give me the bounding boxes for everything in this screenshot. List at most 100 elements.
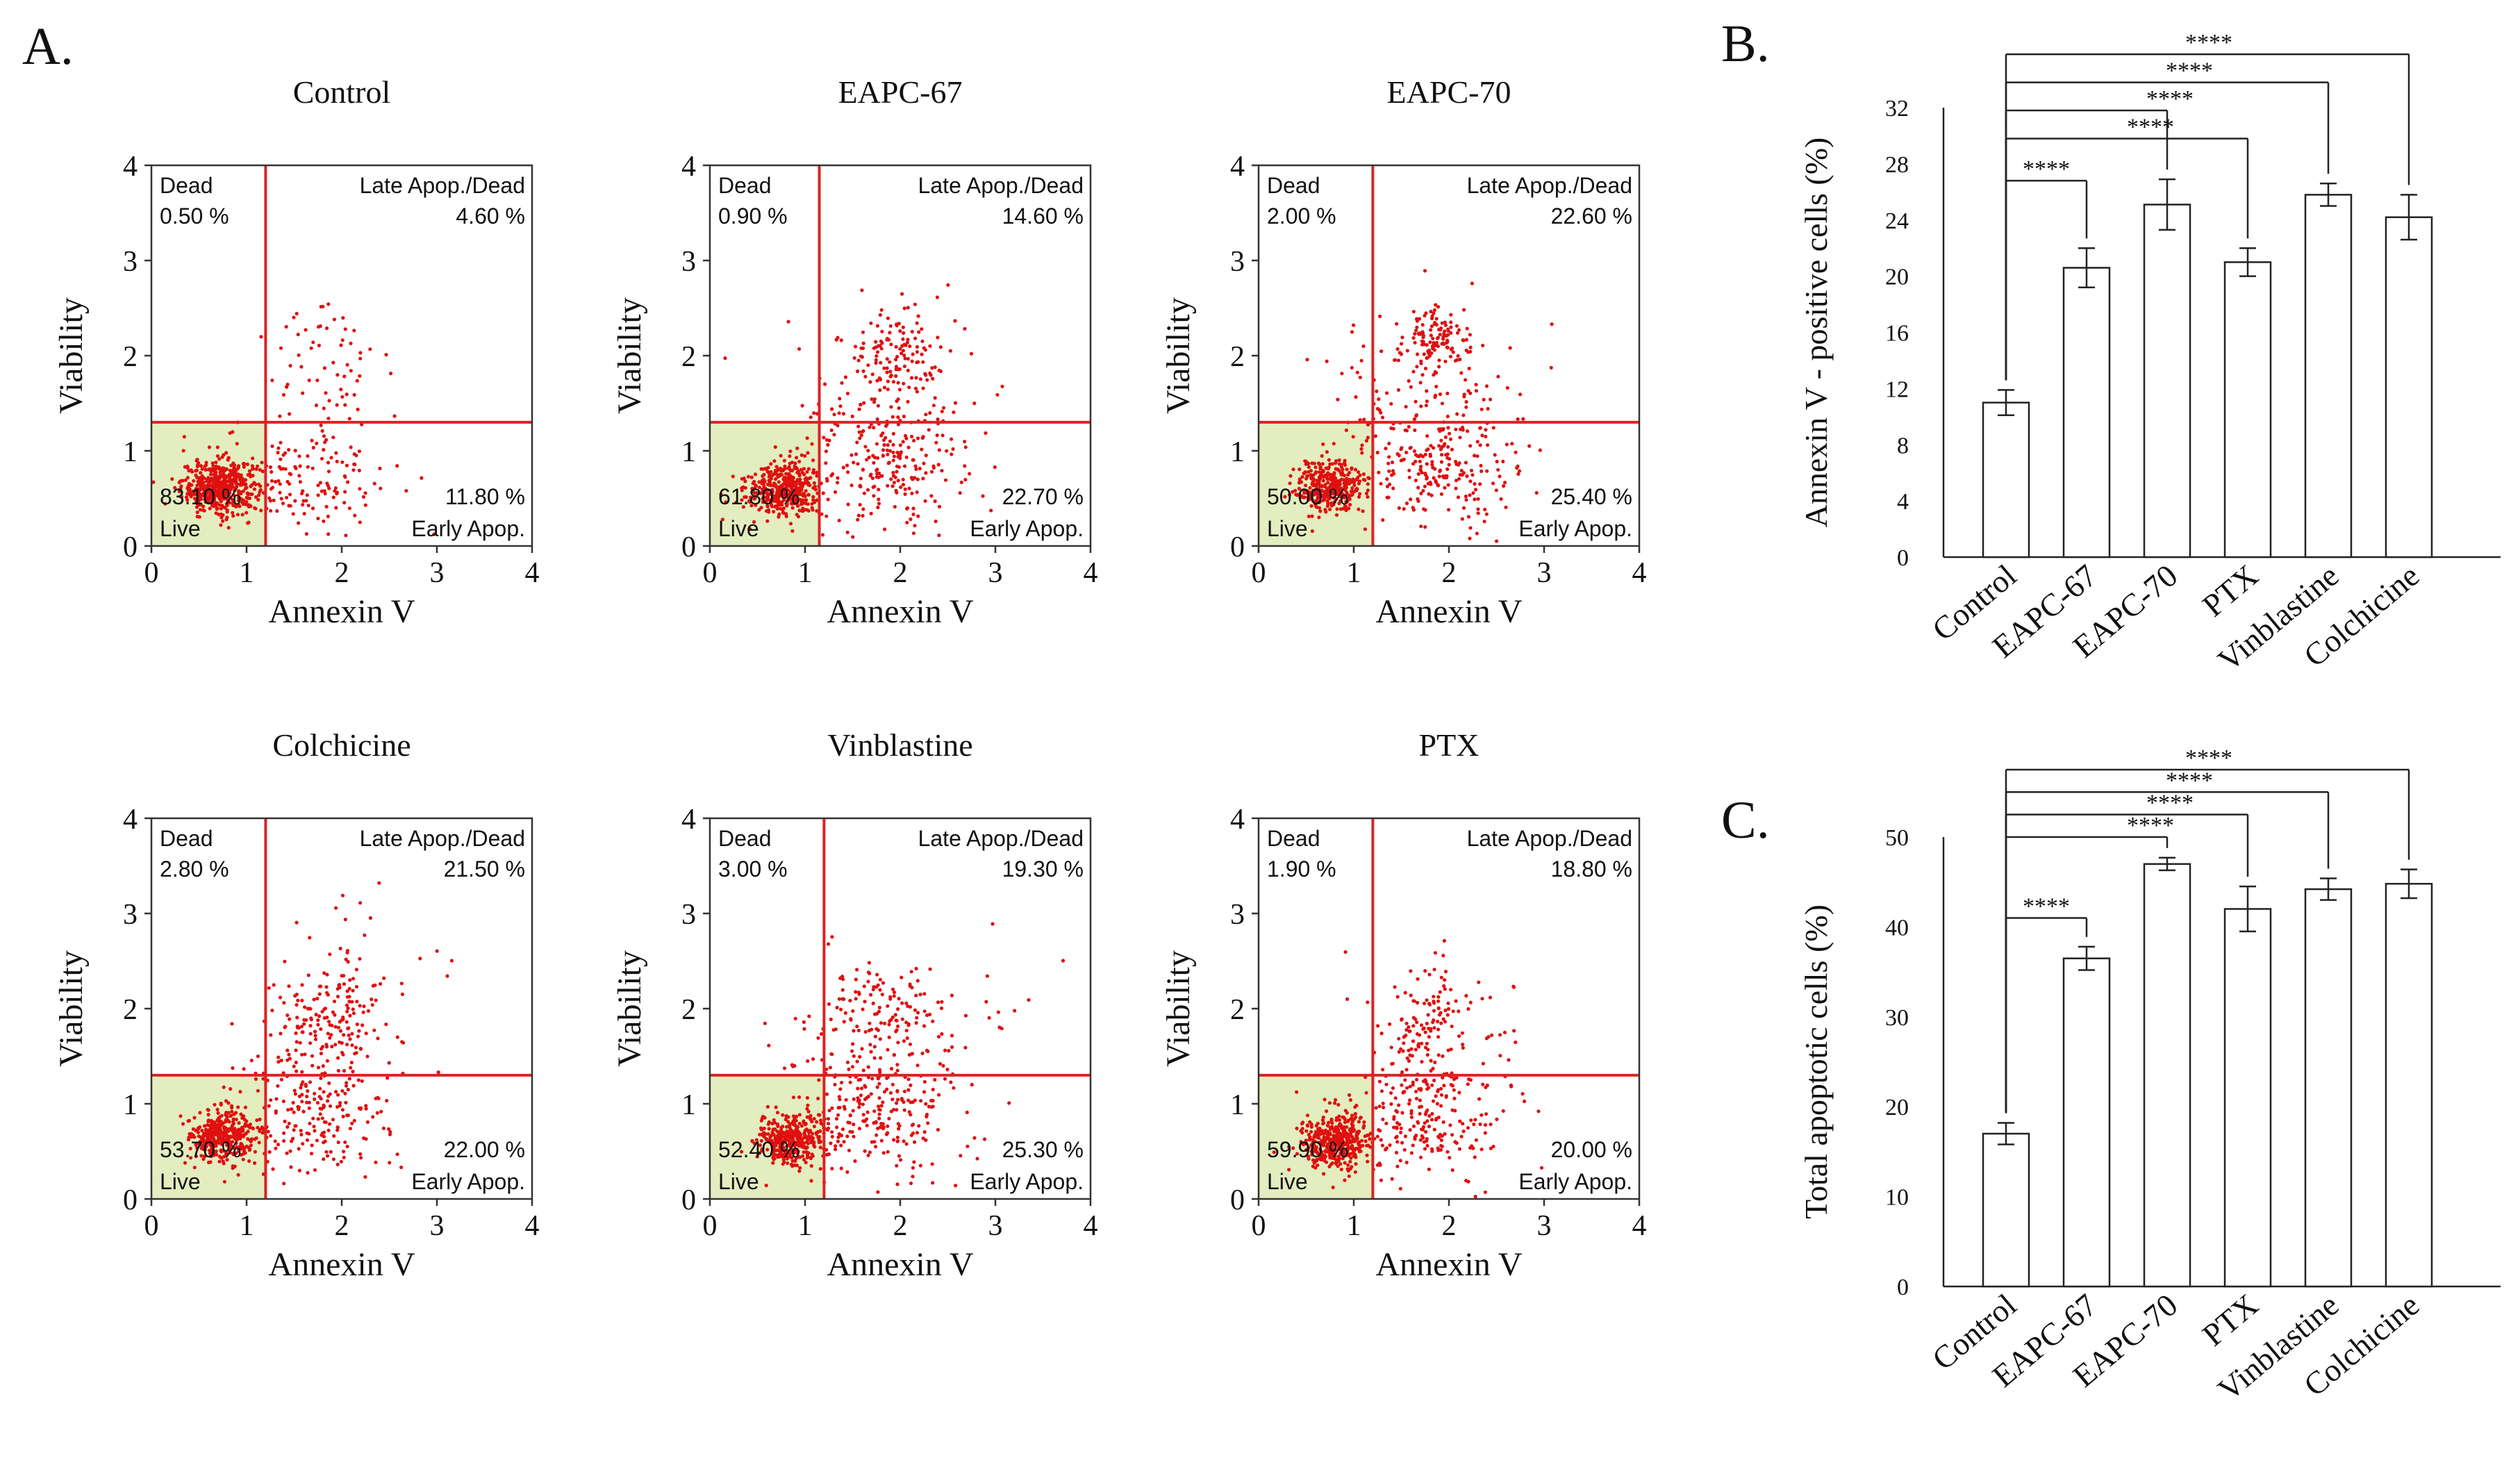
event-dot <box>900 1017 904 1021</box>
event-dot <box>1332 495 1336 500</box>
event-dot <box>231 502 235 506</box>
y-tick-label: 1 <box>1230 436 1245 468</box>
event-dot <box>1407 475 1411 479</box>
event-dot <box>302 1022 306 1026</box>
dead-label: Dead <box>1267 826 1320 851</box>
event-dot <box>983 1137 987 1141</box>
event-dot <box>343 403 347 407</box>
event-dot <box>294 1048 298 1052</box>
event-dot <box>335 995 340 999</box>
event-dot <box>418 957 422 961</box>
event-dot <box>796 1132 800 1136</box>
event-dot <box>237 1149 241 1153</box>
x-tick-label: 1 <box>798 1210 813 1242</box>
event-dot <box>931 1181 935 1185</box>
event-dot <box>1450 1084 1454 1088</box>
event-dot <box>872 425 876 430</box>
event-dot <box>827 1121 831 1126</box>
event-dot <box>1432 1078 1436 1082</box>
event-dot <box>324 438 329 442</box>
event-dot <box>178 479 182 483</box>
event-dot <box>885 357 889 361</box>
event-dot <box>203 1154 207 1158</box>
event-dot <box>1430 1083 1434 1087</box>
event-dot <box>215 454 219 458</box>
event-dot <box>1384 1148 1388 1152</box>
event-dot <box>1447 463 1451 467</box>
event-dot <box>1449 313 1453 317</box>
event-dot <box>902 331 906 335</box>
event-dot <box>222 1132 226 1136</box>
bar-colchicine <box>2385 216 2433 558</box>
event-dot <box>279 1077 283 1082</box>
event-dot <box>1414 1096 1419 1101</box>
event-dot <box>809 1179 813 1183</box>
event-dot <box>1348 503 1352 507</box>
event-dot <box>183 478 188 482</box>
event-dot <box>285 385 289 389</box>
event-dot <box>281 502 285 506</box>
event-dot <box>231 1066 235 1070</box>
event-dot <box>231 1117 235 1121</box>
event-dot <box>1425 1108 1429 1112</box>
event-dot <box>886 379 890 383</box>
y-tick-label: 4 <box>123 151 138 183</box>
event-dot <box>318 324 322 329</box>
event-dot <box>351 468 356 472</box>
event-dot <box>213 496 217 500</box>
event-dot <box>997 1025 1002 1029</box>
event-dot <box>306 504 310 508</box>
event-dot <box>291 1100 295 1105</box>
event-dot <box>906 338 910 342</box>
event-dot <box>1473 488 1478 492</box>
event-dot <box>364 1107 368 1111</box>
event-dot <box>840 1080 844 1085</box>
event-dot <box>341 1015 345 1020</box>
event-dot <box>759 506 763 510</box>
event-dot <box>970 1082 974 1087</box>
event-dot <box>208 1160 213 1164</box>
event-dot <box>761 500 765 504</box>
event-dot <box>1432 1127 1436 1132</box>
event-dot <box>195 515 199 519</box>
event-dot <box>198 502 202 506</box>
event-dot <box>875 456 880 461</box>
event-dot <box>949 1080 953 1084</box>
event-dot <box>1465 474 1469 479</box>
event-dot <box>1337 1114 1341 1118</box>
event-dot <box>1461 1129 1466 1134</box>
event-dot <box>919 1099 923 1103</box>
event-dot <box>1302 491 1307 495</box>
event-dot <box>885 366 889 370</box>
event-dot <box>1476 497 1480 501</box>
y-tick-label: 1 <box>681 436 696 468</box>
event-dot <box>1343 1161 1347 1165</box>
live-label: Live <box>718 516 759 541</box>
event-dot <box>322 1016 326 1020</box>
event-dot <box>1343 1131 1347 1135</box>
event-dot <box>924 1102 928 1106</box>
event-dot <box>395 1152 399 1157</box>
event-dot <box>858 1102 862 1106</box>
event-dot <box>1416 486 1420 490</box>
x-tick-label: 4 <box>525 557 540 589</box>
event-dot <box>387 1061 391 1065</box>
event-dot <box>345 989 349 993</box>
event-dot <box>860 1047 864 1051</box>
event-dot <box>1454 999 1458 1003</box>
event-dot <box>243 478 248 482</box>
event-dot <box>872 1109 877 1114</box>
event-dot <box>1429 309 1433 314</box>
event-dot <box>1291 490 1295 494</box>
event-dot <box>759 1126 763 1130</box>
event-dot <box>1341 1157 1345 1161</box>
event-dot <box>226 1111 231 1115</box>
event-dot <box>260 461 264 465</box>
event-dot <box>830 935 834 939</box>
event-dot <box>326 302 331 306</box>
event-dot <box>187 1135 191 1139</box>
event-dot <box>327 1081 331 1085</box>
event-dot <box>852 356 856 360</box>
bar-vinblastine <box>2304 194 2353 558</box>
event-dot <box>1389 1102 1393 1106</box>
